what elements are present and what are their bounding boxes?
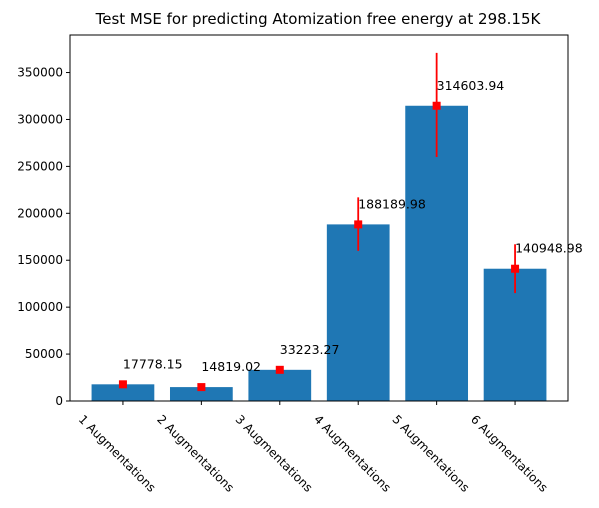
- y-tick-label: 200000: [17, 206, 63, 220]
- x-tick-label: 5 Augmentations: [390, 412, 473, 495]
- error-bars-group: [118, 52, 520, 392]
- x-tick-label: 6 Augmentations: [468, 412, 551, 495]
- x-tick-label: 1 Augmentations: [76, 412, 159, 495]
- bar: [248, 369, 312, 401]
- bar: [91, 384, 155, 401]
- bar-value-label: 33223.27: [280, 342, 340, 357]
- mean-marker: [432, 101, 441, 110]
- y-tick-label: 100000: [17, 300, 63, 314]
- mean-marker: [118, 380, 127, 389]
- mean-marker: [275, 365, 284, 374]
- bar: [326, 224, 390, 401]
- y-axis: 0 50000 100000 150000 200000 250000 300000 3500…: [17, 66, 70, 408]
- y-tick-label: 50000: [25, 347, 63, 361]
- chart-title: Test MSE for predicting Atomization free…: [95, 10, 542, 28]
- mean-marker: [354, 220, 363, 229]
- plot-frame: [69, 34, 569, 402]
- bar-value-label: 140948.98: [515, 241, 583, 256]
- value-labels-group: 17778.15 14819.02 33223.27 188189.98 314603.…: [123, 78, 583, 374]
- y-tick-label: 350000: [17, 66, 63, 80]
- x-tick-label: 3 Augmentations: [233, 412, 316, 495]
- x-tick-label: 4 Augmentations: [311, 412, 394, 495]
- bar-value-label: 188189.98: [358, 196, 426, 211]
- bar-value-label: 314603.94: [437, 78, 505, 93]
- mean-marker: [197, 383, 206, 392]
- y-tick-label: 300000: [17, 112, 63, 126]
- mean-marker: [511, 264, 520, 273]
- y-tick-label: 150000: [17, 253, 63, 267]
- bar-value-label: 14819.02: [201, 359, 261, 374]
- x-tick-label: 2 Augmentations: [154, 412, 237, 495]
- y-tick-label: 250000: [17, 159, 63, 173]
- bar: [169, 387, 233, 401]
- bar-value-label: 17778.15: [123, 356, 183, 371]
- y-tick-label: 0: [55, 394, 63, 408]
